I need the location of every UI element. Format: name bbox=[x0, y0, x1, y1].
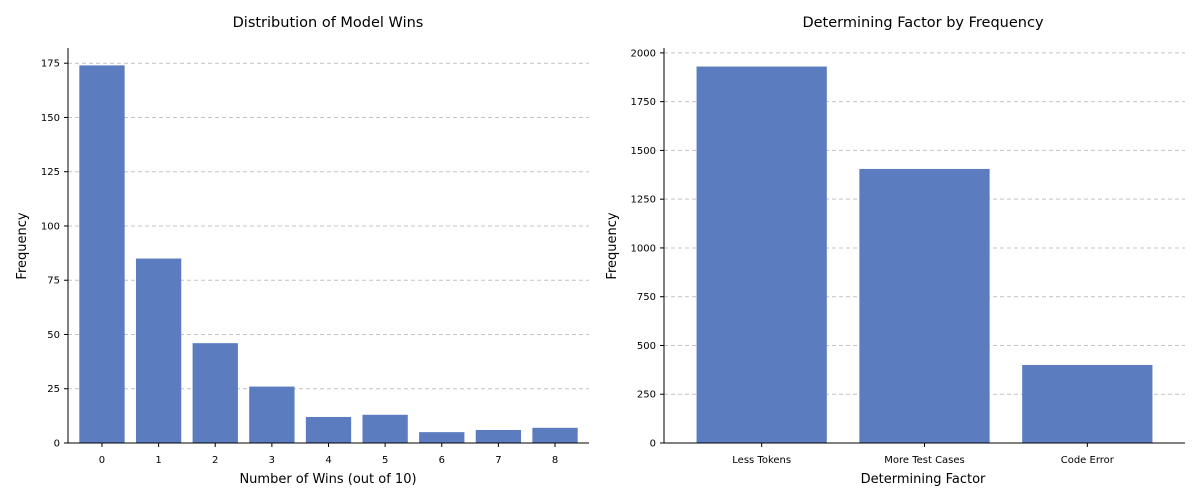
bar-5 bbox=[362, 414, 408, 443]
bar-8 bbox=[532, 427, 578, 443]
y-tick-label: 500 bbox=[637, 341, 656, 352]
x-tick-label: 4 bbox=[325, 455, 331, 466]
x-tick-label: 7 bbox=[495, 455, 501, 466]
bars bbox=[696, 66, 1153, 444]
x-tick-label: Code Error bbox=[1061, 455, 1115, 466]
y-tick-label: 750 bbox=[637, 292, 656, 303]
bar-0 bbox=[79, 65, 125, 443]
x-tick-label: 2 bbox=[212, 455, 218, 466]
bar-3 bbox=[249, 386, 295, 443]
x-tick-label: 5 bbox=[382, 455, 388, 466]
y-tick-label: 1500 bbox=[631, 146, 656, 157]
x-tick-label: Less Tokens bbox=[732, 455, 791, 466]
y-tick-label: 1250 bbox=[631, 195, 656, 206]
x-tick-label: 1 bbox=[155, 455, 161, 466]
bars bbox=[79, 65, 578, 443]
y-tick-label: 100 bbox=[41, 221, 60, 232]
x-tick-label: 0 bbox=[99, 455, 105, 466]
chart-model-wins: Distribution of Model Wins Number of Win… bbox=[15, 15, 589, 487]
bar-6 bbox=[419, 432, 465, 443]
y-tick-label: 0 bbox=[54, 439, 60, 450]
y-tick-label: 1750 bbox=[631, 97, 656, 108]
x-tick-label: More Test Cases bbox=[884, 455, 965, 466]
chart-title: Determining Factor by Frequency bbox=[802, 15, 1043, 31]
y-tick-label: 50 bbox=[47, 330, 60, 341]
chart-determining-factor: Determining Factor by Frequency Determin… bbox=[605, 15, 1185, 487]
x-axis-label: Determining Factor bbox=[861, 472, 986, 487]
bar-2 bbox=[192, 343, 238, 443]
bar-code-error bbox=[1022, 364, 1153, 443]
y-axis-label: Frequency bbox=[605, 212, 620, 279]
y-tick-label: 150 bbox=[41, 113, 60, 124]
bar-less-tokens bbox=[696, 66, 827, 444]
chart-title: Distribution of Model Wins bbox=[233, 15, 424, 31]
y-tick-label: 0 bbox=[650, 439, 656, 450]
bar-4 bbox=[305, 416, 352, 443]
y-tick-label: 125 bbox=[41, 167, 60, 178]
y-tick-label: 250 bbox=[637, 390, 656, 401]
x-ticks: Less Tokens More Test Cases Code Error bbox=[732, 443, 1115, 466]
y-tick-label: 175 bbox=[41, 59, 60, 70]
x-tick-label: 3 bbox=[269, 455, 275, 466]
bar-more-test-cases bbox=[859, 168, 990, 443]
y-tick-label: 2000 bbox=[631, 48, 656, 59]
x-ticks: 0 1 2 3 4 5 6 7 8 bbox=[99, 443, 558, 466]
x-tick-label: 8 bbox=[552, 455, 558, 466]
y-tick-label: 25 bbox=[47, 384, 60, 395]
y-axis-label: Frequency bbox=[15, 212, 30, 279]
y-tick-label: 1000 bbox=[631, 243, 656, 254]
bar-7 bbox=[475, 429, 522, 443]
x-tick-label: 6 bbox=[439, 455, 445, 466]
y-ticks: 0 25 50 75 100 125 150 175 bbox=[41, 59, 68, 450]
y-ticks: 0 250 500 750 1000 1250 1500 1750 2000 bbox=[631, 48, 664, 450]
x-axis-label: Number of Wins (out of 10) bbox=[239, 472, 416, 487]
y-tick-label: 75 bbox=[47, 276, 60, 287]
bar-1 bbox=[135, 258, 182, 443]
